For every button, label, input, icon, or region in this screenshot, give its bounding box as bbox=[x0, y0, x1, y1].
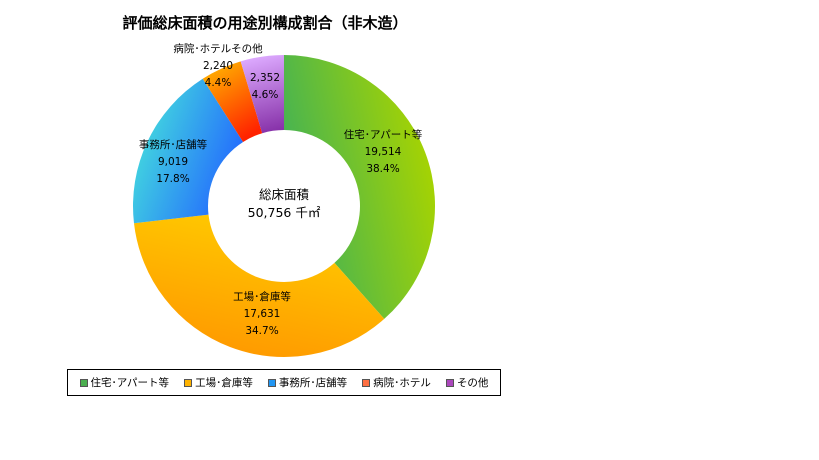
legend-swatch-5 bbox=[445, 378, 454, 387]
slice-5 bbox=[240, 55, 284, 134]
legend-item-2: 工場･倉庫等 bbox=[184, 375, 253, 390]
legend-item-5: その他 bbox=[445, 375, 489, 390]
slice-2-label-3: 34.7% bbox=[245, 325, 278, 337]
legend-item-1: 住宅･アパート等 bbox=[79, 375, 170, 390]
legend-label-2: 工場･倉庫等 bbox=[195, 377, 253, 389]
slice-3-label-1: 事務所･店舗等 bbox=[139, 138, 208, 151]
slice-1-label-3: 38.4% bbox=[366, 163, 399, 175]
legend-label-5: その他 bbox=[456, 377, 489, 389]
legend-label-3: 事務所･店舗等 bbox=[278, 377, 348, 389]
center-label-total: 50,756 千㎡ bbox=[248, 205, 321, 220]
slice-1 bbox=[284, 55, 436, 319]
slice-5-label-2: 4.6% bbox=[252, 89, 279, 101]
legend-item-3: 事務所･店舗等 bbox=[267, 375, 348, 390]
slice-2-label-2: 17,631 bbox=[244, 308, 281, 320]
slice-4-label-1: 病院･ホテルその他 bbox=[173, 42, 263, 55]
legend-item-4: 病院･ホテル bbox=[362, 375, 431, 390]
legend-swatch-1 bbox=[79, 378, 88, 387]
chart-title: 評価総床面積の用途別構成割合（非木造） bbox=[122, 14, 408, 32]
legend-swatch-4 bbox=[362, 378, 371, 387]
slice-4-label-2: 2,240 bbox=[203, 60, 233, 72]
legend: 住宅･アパート等 工場･倉庫等 事務所･店舗等 病院･ホテル その他 bbox=[67, 369, 501, 396]
slice-3 bbox=[133, 78, 244, 224]
legend-swatch-2 bbox=[184, 378, 193, 387]
legend-swatch-3 bbox=[267, 378, 276, 387]
slice-4-label-3: 4.4% bbox=[205, 77, 232, 89]
slice-2 bbox=[133, 214, 385, 358]
slice-1-label-1: 住宅･アパート等 bbox=[344, 128, 423, 141]
slice-5-label-1: 2,352 bbox=[250, 72, 280, 84]
slice-4 bbox=[202, 61, 263, 142]
center-label-title: 総床面積 bbox=[259, 187, 310, 202]
slice-1-label-2: 19,514 bbox=[365, 146, 402, 158]
slice-3-label-2: 9,019 bbox=[158, 156, 188, 168]
slice-3-label-3: 17.8% bbox=[156, 173, 189, 185]
slice-2-label-1: 工場･倉庫等 bbox=[233, 290, 291, 303]
legend-label-4: 病院･ホテル bbox=[373, 377, 431, 389]
legend-label-1: 住宅･アパート等 bbox=[90, 377, 170, 389]
